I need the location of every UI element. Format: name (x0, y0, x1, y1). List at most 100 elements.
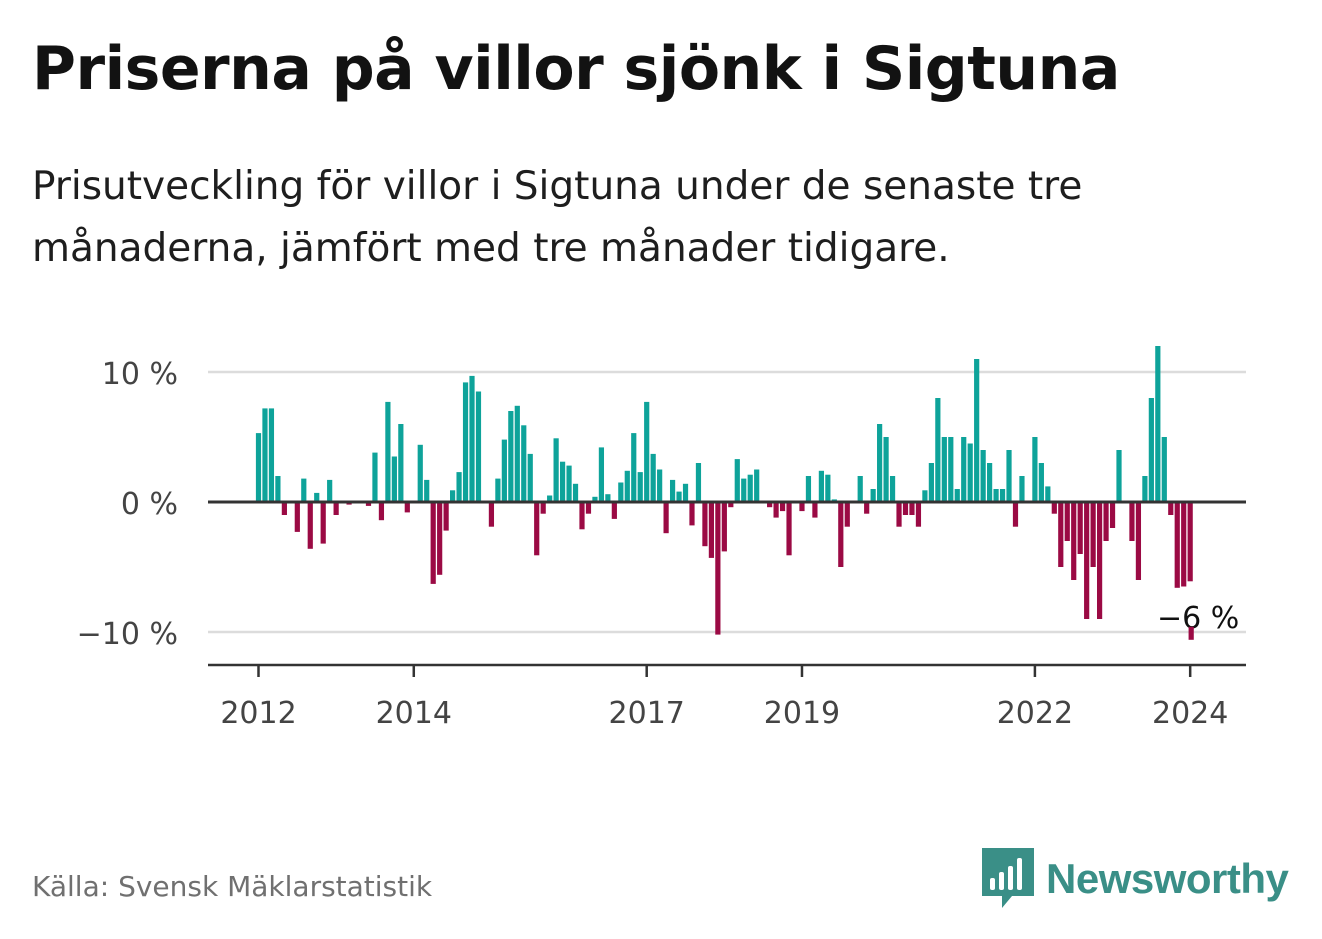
bar (948, 437, 954, 502)
bar (611, 502, 617, 519)
bar (708, 502, 714, 558)
bar (1103, 502, 1109, 541)
bar (779, 502, 786, 512)
bar (624, 470, 630, 502)
bar (993, 489, 999, 502)
bar (404, 502, 410, 513)
bar (728, 502, 734, 508)
bar (540, 502, 546, 514)
bar (889, 476, 896, 502)
bar (566, 465, 572, 502)
bar (1032, 437, 1038, 502)
bar (915, 502, 922, 527)
bar (999, 489, 1006, 502)
bar (592, 496, 598, 502)
bar (398, 424, 404, 502)
bar (1058, 502, 1064, 567)
bar (935, 398, 941, 502)
bar (1012, 502, 1019, 527)
bar (475, 391, 482, 502)
bar (579, 502, 585, 530)
annotation-marker (1188, 626, 1194, 640)
bar (974, 359, 980, 502)
bar (501, 439, 507, 502)
bar (424, 479, 430, 502)
bar (922, 490, 928, 502)
bar (1161, 437, 1167, 502)
bar (644, 401, 650, 502)
bar (689, 502, 695, 526)
y-tick-label: −10 % (77, 617, 178, 652)
bar (812, 502, 818, 518)
x-tick-label: 2019 (764, 696, 840, 731)
bar (1077, 502, 1083, 554)
bar (767, 502, 773, 508)
bar (450, 490, 456, 502)
bar (1019, 476, 1025, 502)
bar (773, 502, 779, 518)
bar (1174, 502, 1180, 588)
bar (1109, 502, 1116, 528)
bar (734, 459, 740, 502)
bar (637, 472, 643, 502)
bar (488, 502, 495, 527)
bar (902, 502, 909, 515)
bar (585, 502, 592, 514)
bar (1051, 502, 1057, 514)
bar (268, 408, 275, 502)
x-tick-label: 2017 (609, 696, 685, 731)
bar (598, 447, 605, 502)
bar (417, 444, 423, 502)
bar (1142, 476, 1148, 502)
bar (864, 502, 870, 514)
bar (1116, 450, 1122, 502)
bar (469, 375, 475, 502)
bar (825, 474, 831, 502)
bar (961, 437, 967, 502)
bar (605, 494, 611, 502)
bar (372, 452, 378, 502)
bar (676, 491, 682, 502)
bar (333, 502, 339, 515)
bar (786, 502, 792, 556)
bar (462, 382, 469, 502)
bar (877, 424, 883, 502)
bar (818, 470, 824, 502)
x-tick-label: 2022 (997, 696, 1073, 731)
bar (715, 502, 721, 635)
bar (909, 502, 915, 515)
bar (521, 425, 527, 502)
bar (954, 489, 960, 502)
bar (514, 405, 520, 502)
bar (618, 482, 624, 502)
bar (1135, 502, 1142, 580)
bar (327, 479, 333, 502)
bar (721, 502, 727, 552)
bar (262, 408, 268, 502)
bar (682, 483, 689, 502)
chart-subtitle: Prisutveckling för villor i Sigtuna unde… (32, 164, 1083, 271)
x-tick-label: 2014 (376, 696, 452, 731)
bar (669, 479, 676, 502)
bar (456, 472, 462, 502)
bar (754, 469, 760, 502)
bar (572, 483, 579, 502)
bar (281, 502, 287, 515)
bar (547, 495, 553, 502)
bar (741, 478, 747, 502)
bar (314, 492, 320, 502)
bar (508, 411, 514, 502)
bar (857, 476, 863, 502)
bar (1129, 502, 1135, 541)
bar (307, 502, 313, 549)
bar (805, 476, 812, 502)
bar (967, 443, 973, 502)
bar (1187, 502, 1193, 582)
x-tick-label: 2024 (1152, 696, 1228, 731)
bar (378, 502, 385, 521)
bar (391, 456, 397, 502)
y-tick-label: 10 % (102, 357, 178, 392)
bar (275, 476, 281, 502)
bar (631, 433, 637, 502)
